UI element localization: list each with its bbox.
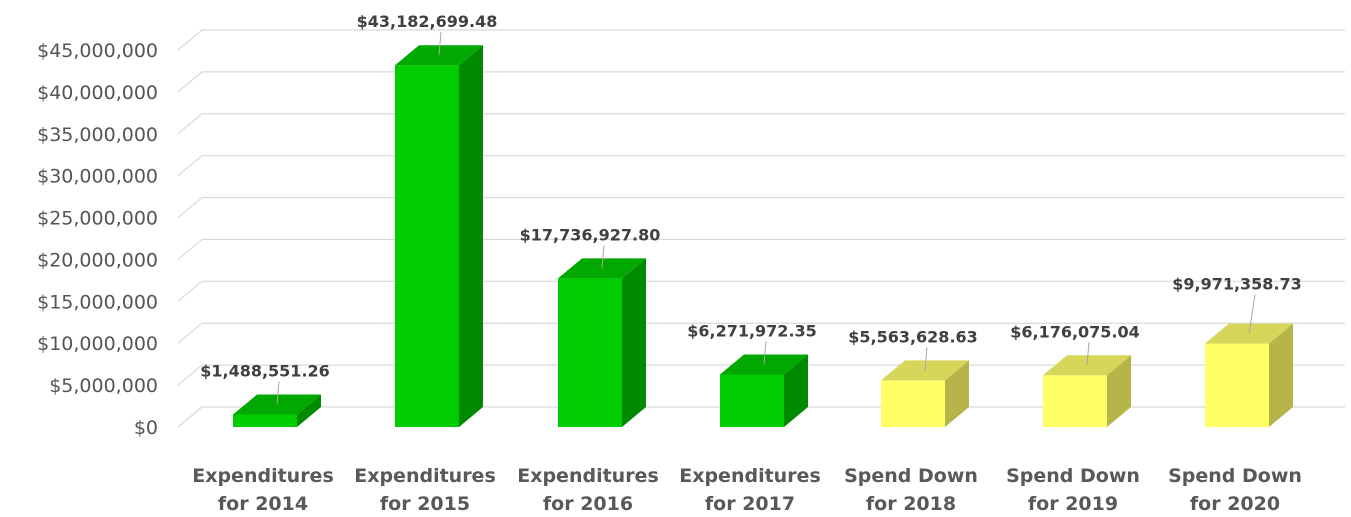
bar-front-face (558, 278, 622, 427)
data-label: $9,971,358.73 (1172, 274, 1302, 293)
x-tick-label-line: Expenditures (517, 465, 659, 487)
data-label-leader (1086, 342, 1090, 366)
bar (1205, 323, 1293, 427)
gridline (177, 29, 1345, 51)
data-label: $43,182,699.48 (357, 12, 498, 31)
bar (720, 354, 808, 427)
x-tick-label-line: Expenditures (679, 465, 821, 487)
x-tick-label: Spend Down for 2019 (1006, 465, 1140, 515)
y-tick-label: $20,000,000 (37, 249, 158, 271)
bar-front-face (881, 380, 945, 427)
bar-front-face (395, 65, 459, 427)
bar (558, 258, 646, 427)
gridline (177, 113, 1345, 135)
data-label-leader (763, 341, 767, 365)
bar (395, 45, 483, 427)
data-label: $1,488,551.26 (200, 362, 330, 381)
gridline (177, 71, 1345, 93)
x-tick-label-line: for 2019 (1028, 493, 1118, 515)
y-tick-label: $5,000,000 (49, 375, 158, 397)
x-tick-label-line: Spend Down (1006, 465, 1140, 487)
bar-side-face (784, 354, 808, 427)
data-label-leader (1248, 294, 1256, 334)
bar-front-face (1205, 343, 1269, 427)
grid-lines (177, 29, 1345, 428)
y-tick-label: $35,000,000 (37, 124, 158, 146)
x-tick-label-line: for 2016 (543, 493, 633, 515)
bar-side-face (297, 394, 321, 427)
data-label: $6,176,075.04 (1010, 322, 1140, 341)
x-tick-label-line: Expenditures (192, 465, 334, 487)
data-label-leader (438, 31, 442, 56)
x-tick-label: Spend Down for 2018 (844, 465, 978, 515)
y-tick-label: $15,000,000 (37, 291, 158, 313)
x-tick-label-line: for 2014 (218, 493, 308, 515)
bar-side-face (622, 258, 646, 427)
x-tick-label: Expenditures for 2017 (679, 465, 821, 515)
bar-front-face (1043, 375, 1107, 427)
data-label-leader (924, 347, 928, 371)
x-axis-category-labels: Expenditures for 2014 Expenditures for 2015… (192, 465, 1302, 515)
y-tick-label: $45,000,000 (37, 40, 158, 62)
x-tick-label-line: for 2015 (380, 493, 470, 515)
data-labels: $1,488,551.26 $43,182,699.48 $17,736,927.8… (200, 12, 1302, 405)
x-tick-label-line: for 2017 (705, 493, 795, 515)
y-tick-label: $0 (134, 417, 158, 439)
x-tick-label-line: Expenditures (354, 465, 496, 487)
x-tick-label: Expenditures for 2014 (192, 465, 334, 515)
data-label: $5,563,628.63 (848, 327, 978, 346)
data-label-leader (601, 245, 605, 269)
x-tick-label: Expenditures for 2016 (517, 465, 659, 515)
y-tick-label: $25,000,000 (37, 208, 158, 230)
x-tick-label: Spend Down for 2020 (1168, 465, 1302, 515)
bar-side-face (1107, 355, 1131, 427)
x-tick-label-line: Spend Down (1168, 465, 1302, 487)
y-tick-label: $30,000,000 (37, 166, 158, 188)
bar-front-face (720, 374, 784, 427)
data-label-leader (276, 381, 280, 405)
gridline (177, 280, 1345, 302)
gridline (177, 238, 1345, 260)
bar-front-face (233, 414, 297, 427)
y-tick-label: $10,000,000 (37, 333, 158, 355)
x-tick-label-line: for 2018 (866, 493, 956, 515)
x-tick-label-line: for 2020 (1190, 493, 1280, 515)
y-axis-tick-labels: $0 $5,000,000 $10,000,000 $15,000,000 $20,00… (37, 40, 158, 439)
data-label: $17,736,927.80 (520, 225, 661, 244)
x-tick-label: Expenditures for 2015 (354, 465, 496, 515)
data-label: $6,271,972.35 (687, 321, 817, 340)
bar-side-face (1269, 323, 1293, 427)
bar (881, 360, 969, 427)
gridline (177, 155, 1345, 177)
bars (233, 45, 1293, 427)
gridline (177, 322, 1345, 344)
bar (1043, 355, 1131, 427)
gridline (177, 196, 1345, 219)
bar-side-face (459, 45, 483, 427)
y-tick-label: $40,000,000 (37, 82, 158, 104)
bar-side-face (945, 360, 969, 427)
x-tick-label-line: Spend Down (844, 465, 978, 487)
